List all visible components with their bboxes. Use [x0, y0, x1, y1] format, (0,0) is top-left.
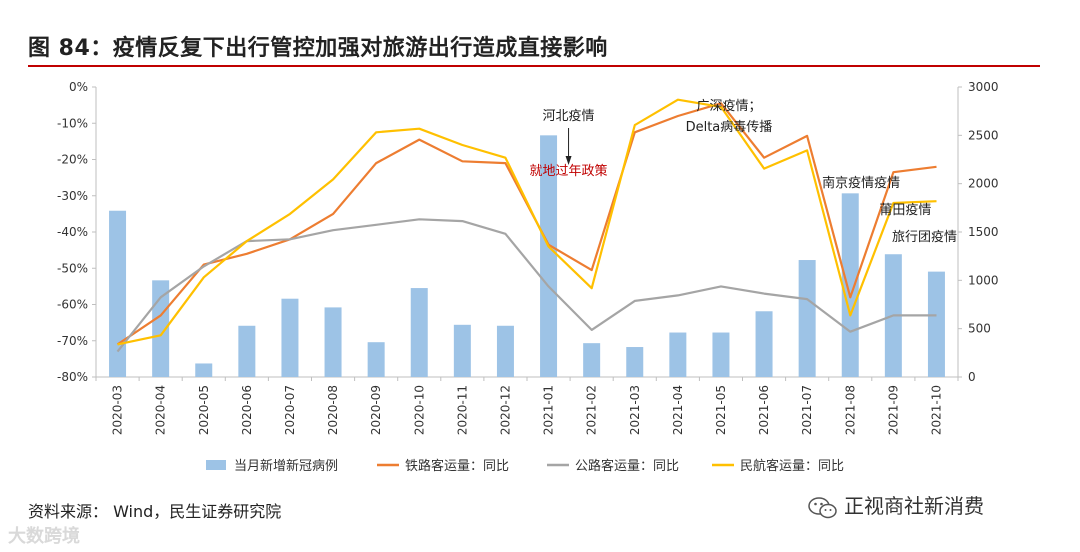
x-tick-label: 2021-09 — [886, 385, 900, 435]
bar-new-cases — [712, 332, 730, 377]
wechat-icon — [808, 496, 837, 518]
x-tick-label: 2020-04 — [154, 385, 168, 435]
x-tick-label: 2020-07 — [283, 385, 297, 435]
annotation-label: 就地过年政策 — [530, 163, 608, 179]
bar-new-cases — [195, 363, 213, 377]
x-tick-label: 2020-11 — [455, 385, 469, 435]
legend-swatch-bar — [206, 460, 226, 470]
x-tick-label: 2020-05 — [197, 385, 211, 435]
bar-new-cases — [798, 260, 816, 377]
x-tick-label: 2021-05 — [714, 385, 728, 435]
left-tick-label: -10% — [57, 116, 88, 130]
watermark: 大数跨境 — [8, 526, 80, 547]
combo-chart: 0% -10% -20% -30% -40% -50% -60% -70% -80% 3000 25… — [57, 80, 999, 474]
x-tick-label: 2021-08 — [843, 385, 857, 435]
left-tick-label: -60% — [57, 298, 88, 312]
bar-new-cases — [540, 135, 558, 377]
x-tick-label: 2020-12 — [498, 385, 512, 435]
annotation-label: 莆田疫情 — [879, 202, 931, 218]
left-tick-label: -70% — [57, 334, 88, 348]
left-tick-label: -80% — [57, 370, 88, 384]
annotation-label: 河北疫情 — [543, 108, 595, 124]
legend-label: 民航客运量：同比 — [740, 458, 844, 474]
page-title: 图 84：疫情反复下出行管控加强对旅游出行造成直接影响 — [28, 36, 608, 61]
x-tick-label: 2021-01 — [542, 385, 556, 435]
bar-new-cases — [238, 325, 256, 377]
bar-new-cases — [669, 332, 687, 377]
right-tick-label: 3000 — [968, 80, 999, 94]
bar-new-cases — [281, 298, 299, 377]
annotation-label: Delta病毒传播 — [686, 120, 773, 135]
x-tick-label: 2021-02 — [585, 385, 599, 435]
x-tick-label: 2020-09 — [369, 385, 383, 435]
annotation-arrowhead — [565, 156, 572, 165]
annotation-label: 南京疫情疫情 — [822, 175, 900, 191]
bar-new-cases — [109, 210, 127, 377]
right-tick-label: 500 — [968, 322, 991, 336]
bar-new-cases — [410, 288, 428, 377]
right-tick-label: 0 — [968, 370, 976, 384]
x-tick-label: 2020-06 — [240, 385, 254, 435]
bar-new-cases — [496, 325, 514, 377]
left-tick-label: -50% — [57, 261, 88, 275]
x-tick-label: 2020-08 — [326, 385, 340, 435]
x-tick-label: 2021-07 — [800, 385, 814, 435]
bar-new-cases — [324, 307, 342, 377]
right-tick-label: 2500 — [968, 128, 999, 142]
annotation-label: 广深疫情； — [696, 98, 761, 114]
legend-label: 铁路客运量：同比 — [405, 458, 509, 474]
left-tick-label: -20% — [57, 153, 88, 167]
x-tick-label: 2021-04 — [671, 385, 685, 435]
bar-new-cases — [367, 342, 385, 377]
annotation-label: 旅行团疫情 — [892, 229, 957, 245]
bar-new-cases — [583, 343, 601, 377]
wechat-name: 正视商社新消费 — [844, 494, 984, 518]
bar-new-cases — [453, 324, 471, 377]
bar-new-cases — [626, 347, 644, 377]
line-series-2 — [116, 218, 937, 353]
right-tick-label: 2000 — [968, 177, 999, 191]
source-note: 资料来源： Wind，民生证券研究院 — [28, 502, 282, 521]
x-tick-label: 2021-06 — [757, 385, 771, 435]
x-tick-label: 2020-03 — [111, 385, 125, 435]
right-tick-label: 1000 — [968, 273, 999, 287]
bar-new-cases — [755, 311, 773, 377]
legend-label: 当月新增新冠病例 — [234, 458, 338, 474]
line-series-3 — [117, 98, 937, 346]
title-rule — [28, 65, 1040, 67]
bar-new-cases — [927, 271, 945, 377]
left-tick-label: -30% — [57, 189, 88, 203]
left-tick-label: -40% — [57, 225, 88, 239]
x-tick-label: 2020-10 — [412, 385, 426, 435]
legend-label: 公路客运量：同比 — [575, 458, 679, 474]
left-tick-label: 0% — [69, 80, 88, 94]
wechat-brand: 正视商社新消费 — [808, 490, 984, 519]
right-tick-label: 1500 — [968, 225, 999, 239]
x-tick-label: 2021-10 — [929, 385, 943, 435]
bar-new-cases — [841, 193, 859, 377]
x-tick-label: 2021-03 — [628, 385, 642, 435]
bar-new-cases — [152, 280, 170, 377]
